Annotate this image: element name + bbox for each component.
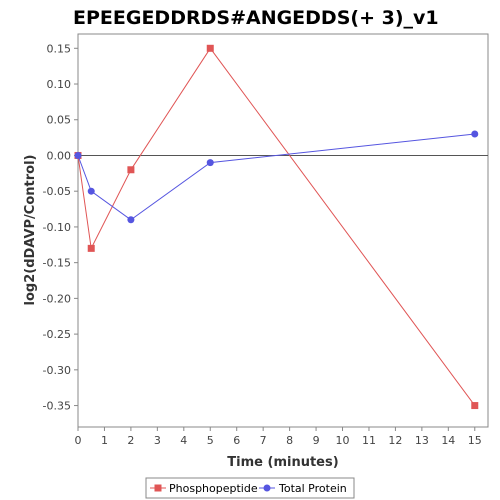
plot-area: [77, 33, 489, 428]
y-tick-label: -0.30: [43, 364, 71, 377]
x-tick-label: 0: [75, 434, 82, 447]
legend-phosphopeptide-label: Phosphopeptide: [169, 482, 258, 495]
x-tick-label: 8: [286, 434, 293, 447]
y-tick-label: 0.05: [47, 114, 72, 127]
x-tick-label: 1: [101, 434, 108, 447]
x-axis: 0 1 2 3 4 5 6 7 8 9 10 11 12 13 14 15: [75, 427, 482, 447]
legend-total-protein-label: Total Protein: [278, 482, 347, 495]
y-axis-label: log2(dDAVP/Control): [23, 155, 38, 306]
y-tick-label: -0.25: [43, 328, 71, 341]
y-tick-label: -0.10: [43, 221, 71, 234]
phosphopeptide-point: [87, 244, 95, 252]
y-tick-label: -0.20: [43, 292, 71, 305]
x-tick-label: 11: [362, 434, 376, 447]
x-tick-label: 5: [207, 434, 214, 447]
x-tick-label: 9: [313, 434, 320, 447]
x-tick-label: 13: [415, 434, 429, 447]
legend-phosphopeptide-marker: [154, 484, 162, 492]
x-axis-label: Time (minutes): [227, 455, 338, 470]
x-tick-label: 6: [233, 434, 240, 447]
total-protein-point: [471, 130, 479, 138]
y-axis: 0.15 0.10 0.05 0.00 -0.05 -0.10 -0.15 -0.20 -0.2…: [43, 42, 78, 413]
total-protein-point: [74, 151, 82, 159]
y-tick-label: 0.15: [47, 42, 72, 55]
total-protein-point: [87, 187, 95, 195]
phosphopeptide-point: [127, 166, 135, 174]
phosphopeptide-point: [206, 44, 214, 52]
y-tick-label: 0.10: [47, 78, 72, 91]
y-tick-label: -0.35: [43, 400, 71, 413]
x-tick-label: 15: [468, 434, 482, 447]
x-tick-label: 14: [441, 434, 455, 447]
phosphopeptide-point: [471, 402, 479, 410]
x-tick-label: 7: [260, 434, 267, 447]
y-tick-label: 0.00: [47, 149, 72, 162]
x-tick-label: 4: [180, 434, 187, 447]
legend-box: [145, 477, 355, 499]
chart-title: EPEEGEDDRDS#ANGEDDS(+ 3)_v1: [73, 7, 439, 29]
total-protein-point: [206, 159, 214, 167]
x-tick-label: 2: [127, 434, 134, 447]
legend-total-protein-marker: [263, 484, 271, 492]
series-layer: [74, 44, 479, 410]
legend: Phosphopeptide Total Protein: [145, 477, 355, 499]
y-tick-label: -0.05: [43, 185, 71, 198]
x-tick-label: 3: [154, 434, 161, 447]
x-tick-label: 10: [336, 434, 350, 447]
total-protein-point: [127, 216, 135, 224]
y-tick-label: -0.15: [43, 257, 71, 270]
x-tick-label: 12: [388, 434, 402, 447]
